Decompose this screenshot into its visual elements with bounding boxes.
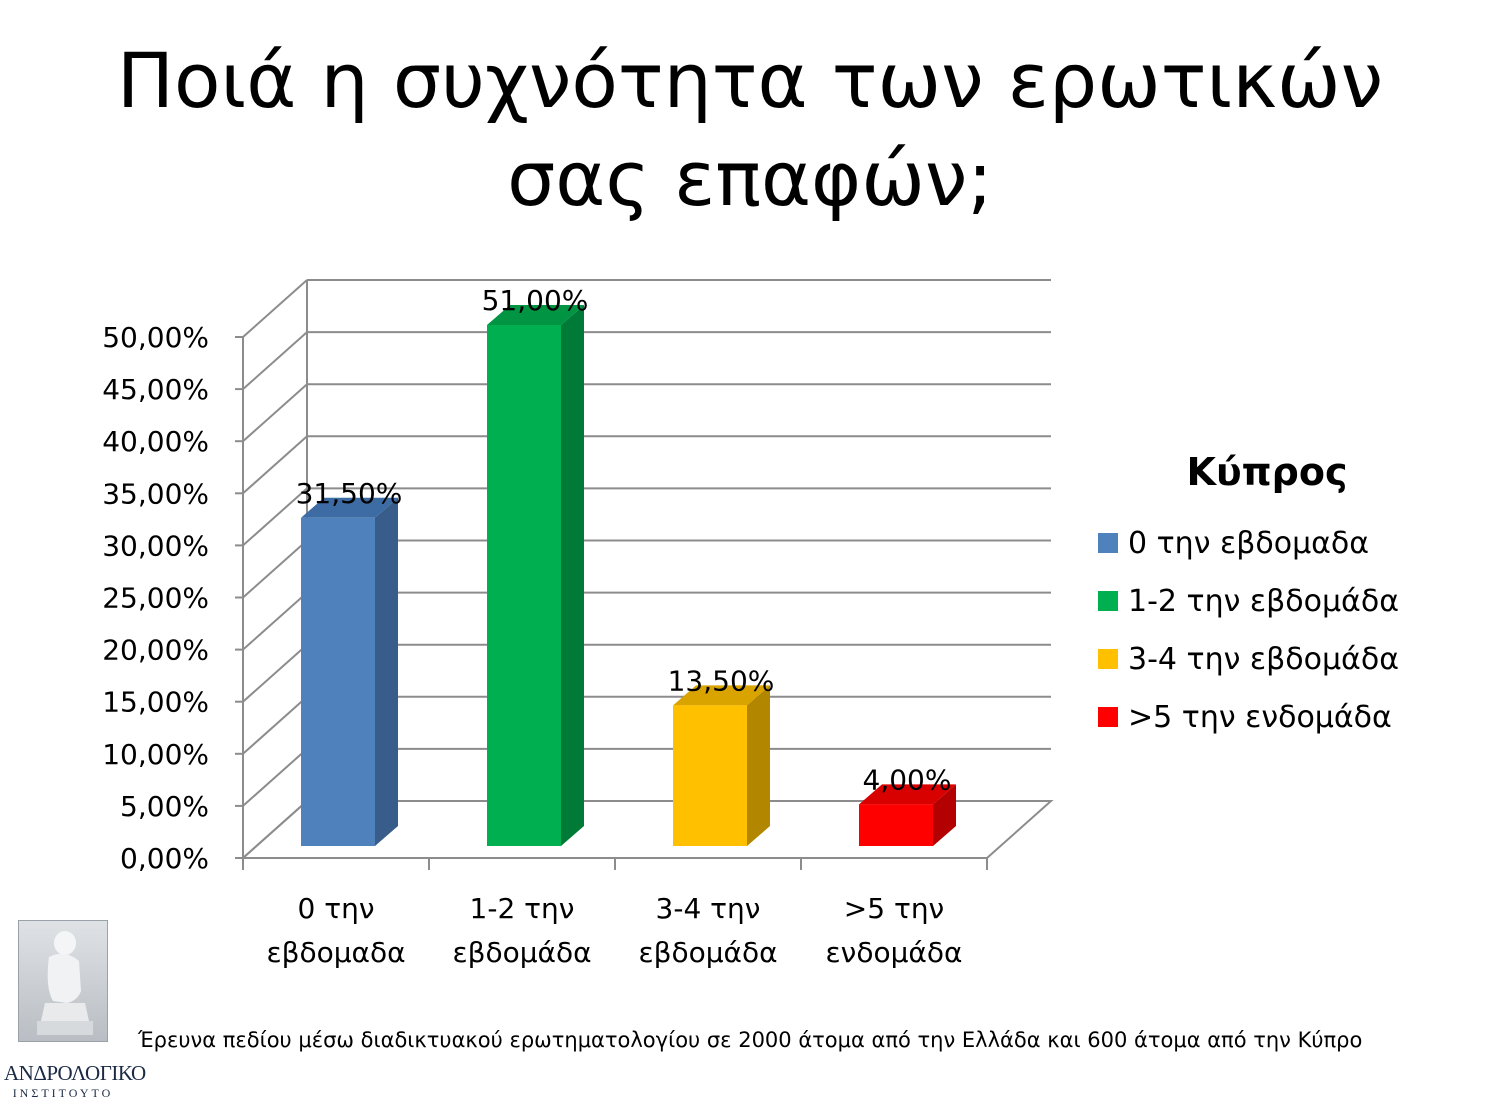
bar	[487, 325, 561, 846]
institute-logo: ΑΝΔΡΟΛΟΓΙΚΟ ΙΝΣΤΙΤΟΥΤΟ	[4, 920, 146, 1110]
x-tick-label: εβδομάδα	[638, 936, 777, 969]
gridline-diagonal	[242, 539, 308, 599]
slide-title: Ποιά η συχνότητα των ερωτικών σας επαφών…	[116, 36, 1384, 223]
y-tick-label: 10,00%	[102, 738, 209, 771]
gridline-diagonal	[242, 800, 308, 859]
gridline-diagonal	[242, 487, 308, 547]
legend-item: 3-4 την εβδομάδα	[1098, 630, 1428, 688]
legend-label: 1-2 την εβδομάδα	[1128, 583, 1399, 619]
x-tick-label: >5 την	[844, 892, 944, 925]
chart-legend: Κύπρος 0 την εβδομαδα 1-2 την εβδομάδα 3…	[1098, 450, 1428, 746]
bar-side	[933, 784, 956, 846]
y-tick-label: 40,00%	[102, 425, 209, 458]
gridline-diagonal	[242, 696, 308, 755]
y-tick-label: 35,00%	[102, 477, 209, 510]
gridline-diagonal	[242, 643, 308, 703]
bar-top	[859, 784, 956, 805]
x-tick-label: 1-2 την	[470, 892, 575, 925]
legend-item: 0 την εβδομαδα	[1098, 514, 1428, 572]
y-tick-label: 0,00%	[120, 842, 209, 875]
bar-top	[487, 305, 584, 325]
bar-side	[375, 497, 398, 846]
gridline-diagonal	[242, 331, 308, 390]
bar	[673, 705, 747, 846]
legend-item: 1-2 την εβδομάδα	[1098, 572, 1428, 630]
y-tick-label: 25,00%	[102, 582, 209, 615]
bar	[859, 804, 933, 846]
gridline-diagonal	[242, 748, 308, 807]
data-label: 31,50%	[296, 477, 403, 510]
legend-swatch	[1098, 707, 1118, 727]
gridline-diagonal	[242, 435, 308, 495]
data-label: 13,50%	[668, 664, 775, 697]
y-tick-label: 50,00%	[102, 321, 209, 354]
bar-chart: 0,00% 5,00% 10,00% 15,00% 20,00% 25,00% 30,00%…	[102, 279, 1054, 969]
logo-subtext: ΙΝΣΤΙΤΟΥΤΟ	[12, 1086, 114, 1100]
gridline-diagonal	[242, 383, 308, 442]
thinker-statue-icon	[18, 920, 108, 1042]
x-tick-label: 3-4 την	[656, 892, 761, 925]
x-tick-label: εβδομαδα	[266, 936, 405, 969]
y-tick-label: 30,00%	[102, 529, 209, 562]
legend-title: Κύπρος	[1186, 450, 1348, 494]
legend-swatch	[1098, 533, 1118, 553]
y-tick-label: 20,00%	[102, 634, 209, 667]
bar-side	[747, 685, 770, 846]
y-tick-label: 45,00%	[102, 373, 209, 406]
y-tick-label: 5,00%	[120, 790, 209, 823]
data-label: 51,00%	[482, 284, 589, 317]
logo-text: ΑΝΔΡΟΛΟΓΙΚΟ	[4, 1061, 146, 1085]
legend-label: 0 την εβδομαδα	[1128, 525, 1370, 561]
legend-item: >5 την ενδομάδα	[1098, 688, 1428, 746]
x-tick-label: 0 την	[298, 892, 375, 925]
x-tick-label: εβδομάδα	[452, 936, 591, 969]
bar-top	[673, 685, 770, 706]
bar-top	[301, 497, 398, 518]
gridline-diagonal	[242, 591, 308, 651]
legend-label: >5 την ενδομάδα	[1128, 699, 1392, 735]
bar-side	[561, 305, 584, 846]
legend-swatch	[1098, 649, 1118, 669]
legend-label: 3-4 την εβδομάδα	[1128, 641, 1399, 677]
footnote: Έρευνα πεδίου μέσω διαδικτυακού ερωτηματ…	[138, 1028, 1363, 1052]
gridline-diagonal	[242, 279, 308, 338]
y-tick-label: 15,00%	[102, 686, 209, 719]
x-tick-label: ενδομάδα	[826, 936, 963, 969]
data-label: 4,00%	[863, 763, 952, 796]
legend-swatch	[1098, 591, 1118, 611]
bar	[301, 517, 375, 846]
